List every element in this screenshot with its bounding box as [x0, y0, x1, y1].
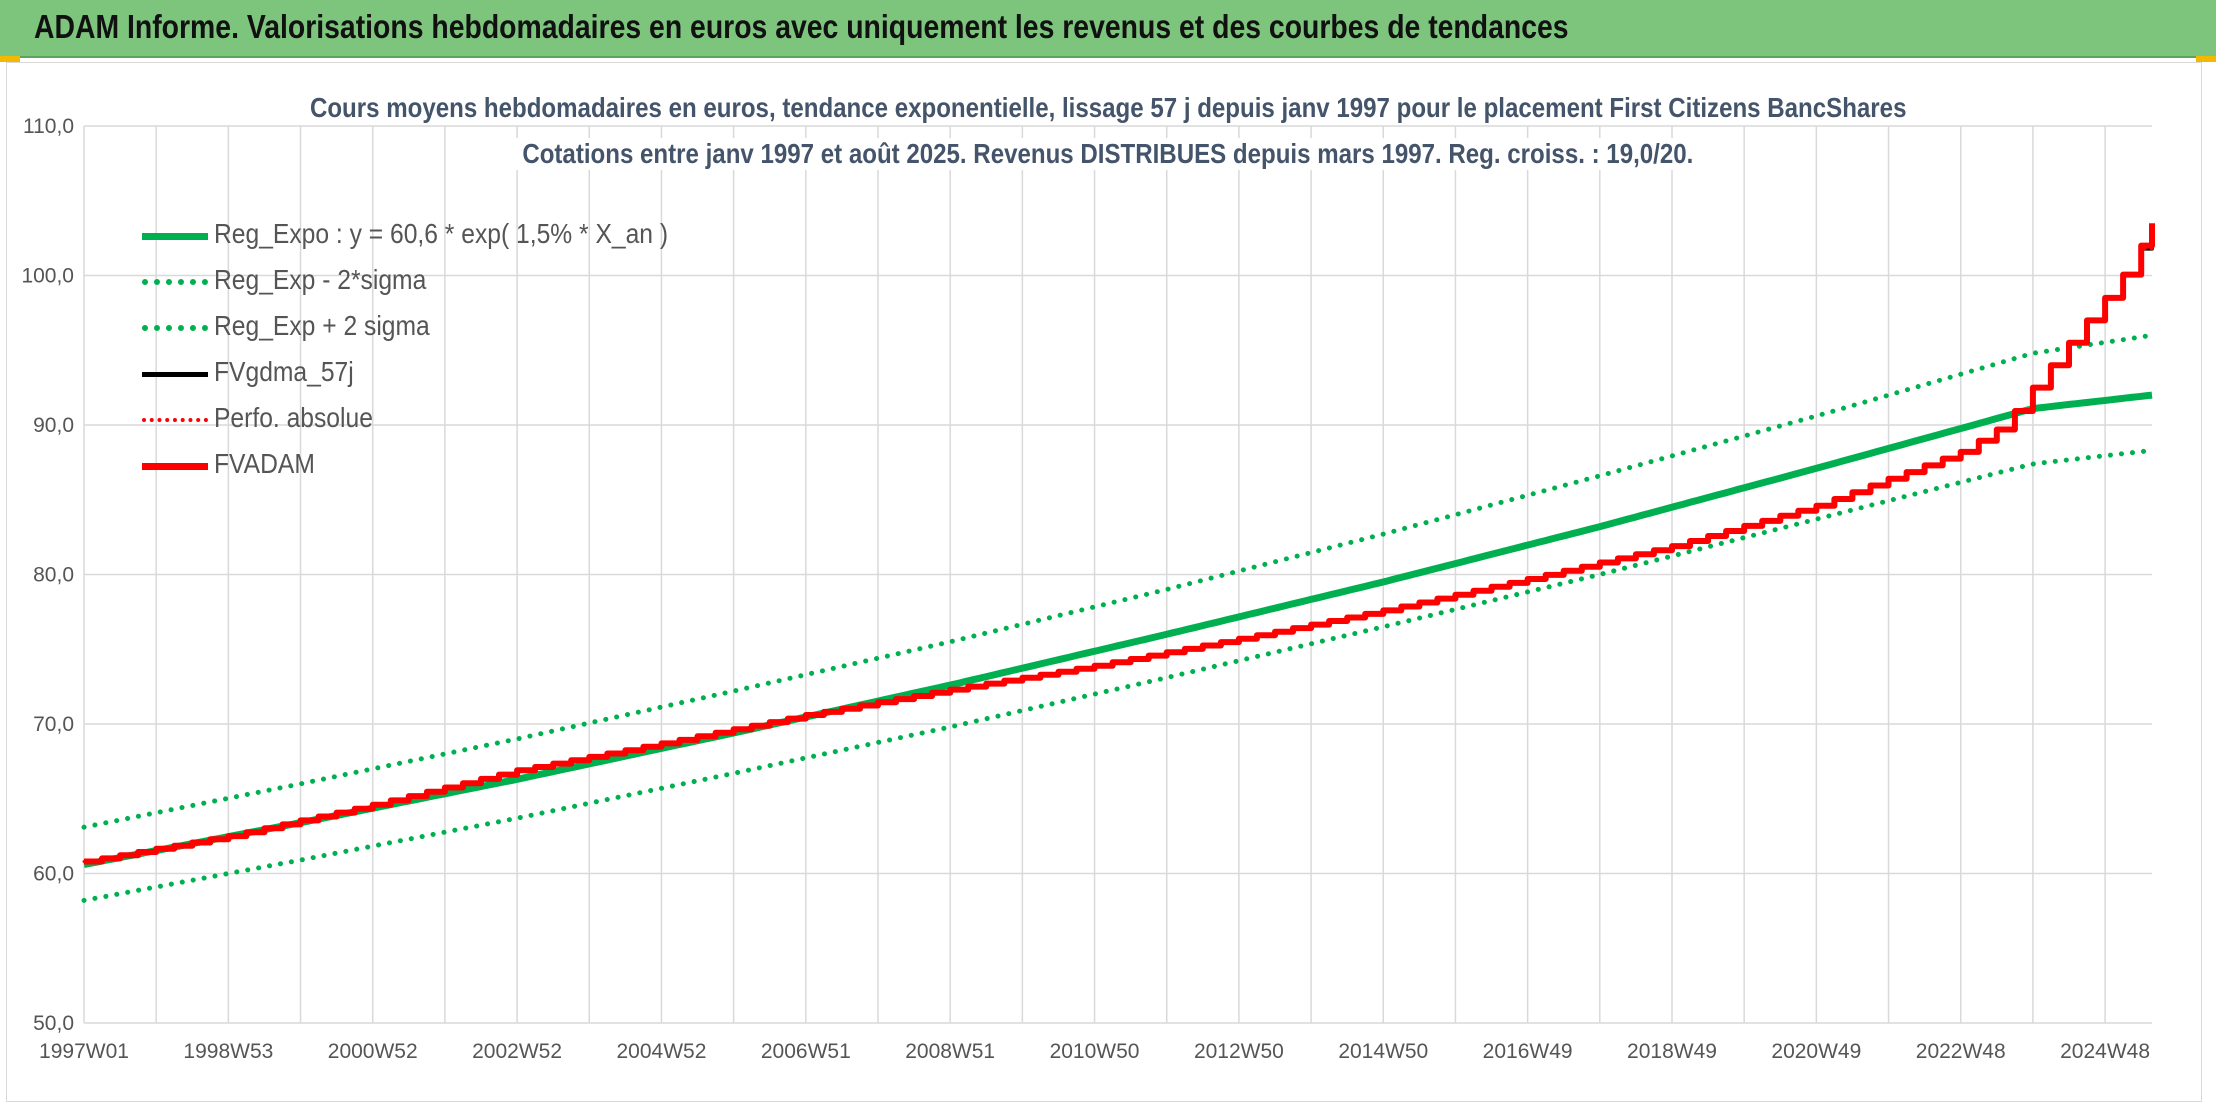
y-tick-label: 60,0 — [33, 863, 74, 886]
y-tick-label: 110,0 — [23, 115, 74, 138]
series-line-1 — [81, 447, 2155, 903]
legend-label-reg-exp-plus: Reg_Exp + 2 sigma — [214, 310, 430, 341]
series-lines — [81, 223, 2155, 903]
x-tick-label: 2010W50 — [1050, 1040, 1140, 1063]
legend-swatch-reg-expo — [142, 233, 208, 240]
right-corner-accent — [2196, 56, 2216, 62]
legend-item-perfo-absolue: Perfo. absolue — [142, 398, 742, 444]
y-tick-label: 80,0 — [33, 564, 74, 587]
x-tick-label: 2020W49 — [1771, 1040, 1861, 1063]
x-tick-label: 2024W48 — [2060, 1040, 2150, 1063]
axes: 50,0 60,0 70,0 80,0 90,0 100,0 110,0 1997W01 199… — [21, 115, 2150, 1063]
x-tick-label: 1997W01 — [39, 1040, 129, 1063]
x-tick-label: 2002W52 — [472, 1040, 562, 1063]
x-tick-label: 1998W53 — [183, 1040, 273, 1063]
chart-title: Cours moyens hebdomadaires en euros, ten… — [302, 92, 1914, 124]
legend-label-fvadam: FVADAM — [214, 448, 315, 479]
legend-swatch-fvadam — [142, 463, 208, 470]
grid-lines — [83, 125, 2152, 1024]
legend-item-reg-exp-plus: Reg_Exp + 2 sigma — [142, 306, 742, 352]
legend-swatch-fvgdma — [142, 372, 208, 377]
y-tick-label: 90,0 — [33, 414, 74, 437]
x-tick-label: 2022W48 — [1916, 1040, 2006, 1063]
legend-label-perfo-absolue: Perfo. absolue — [214, 402, 373, 433]
report-title: ADAM Informe. Valorisations hebdomadaire… — [34, 8, 1569, 45]
legend-item-fvgdma: FVgdma_57j — [142, 352, 742, 398]
chart-title-line: Cours moyens hebdomadaires en euros, ten… — [0, 92, 2216, 124]
y-tick-label: 70,0 — [33, 713, 74, 736]
x-tick-label: 2014W50 — [1338, 1040, 1428, 1063]
chart-area — [6, 62, 2202, 1102]
legend-item-reg-exp-minus: Reg_Exp - 2*sigma — [142, 260, 742, 306]
legend-swatch-reg-exp-minus — [142, 279, 208, 285]
series-line-4 — [82, 229, 2154, 863]
left-corner-accent — [0, 56, 20, 62]
legend-item-fvadam: FVADAM — [142, 444, 742, 490]
legend-swatch-reg-exp-plus — [142, 325, 208, 331]
legend-label-reg-expo: Reg_Expo : y = 60,6 * exp( 1,5% * X_an ) — [214, 218, 669, 249]
y-tick-label: 100,0 — [21, 265, 74, 288]
chart-subtitle: Cotations entre janv 1997 et août 2025. … — [515, 138, 1701, 170]
chart-legend: Reg_Expo : y = 60,6 * exp( 1,5% * X_an )… — [142, 214, 742, 490]
x-tick-label: 2004W52 — [616, 1040, 706, 1063]
x-tick-label: 2012W50 — [1194, 1040, 1284, 1063]
chart-subtitle-line: Cotations entre janv 1997 et août 2025. … — [0, 138, 2216, 170]
x-tick-label: 2006W51 — [761, 1040, 851, 1063]
legend-label-fvgdma: FVgdma_57j — [214, 356, 354, 387]
x-tick-label: 2018W49 — [1627, 1040, 1717, 1063]
report-banner: ADAM Informe. Valorisations hebdomadaire… — [0, 0, 2216, 58]
x-tick-label: 2016W49 — [1483, 1040, 1573, 1063]
legend-item-reg-expo: Reg_Expo : y = 60,6 * exp( 1,5% * X_an ) — [142, 214, 742, 260]
legend-label-reg-exp-minus: Reg_Exp - 2*sigma — [214, 264, 427, 295]
legend-swatch-perfo-absolue — [142, 418, 208, 422]
x-tick-label: 2000W52 — [328, 1040, 418, 1063]
x-tick-label: 2008W51 — [905, 1040, 995, 1063]
y-tick-label: 50,0 — [33, 1012, 74, 1035]
